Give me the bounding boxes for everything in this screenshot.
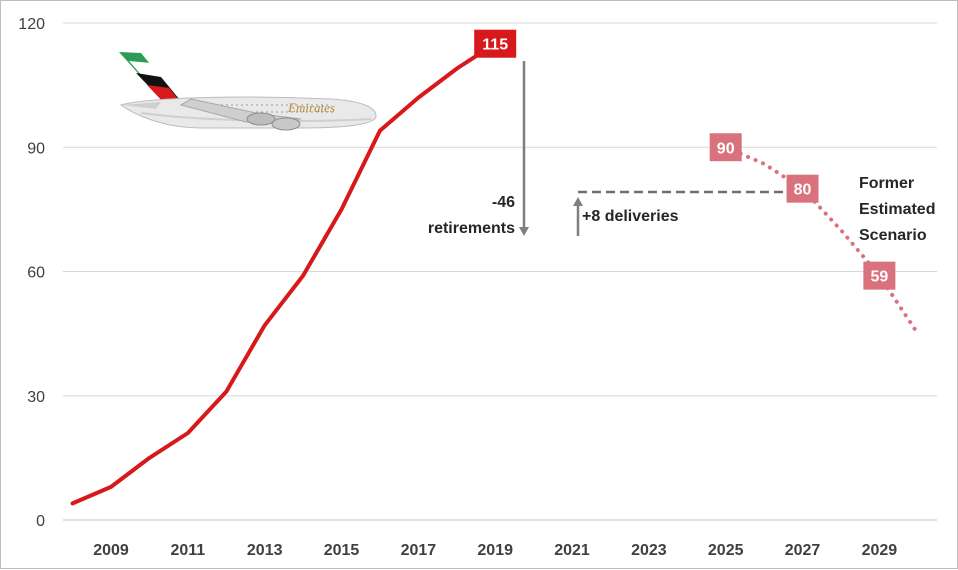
y-tick-label: 120 bbox=[18, 16, 45, 33]
retirements-annotation: -46 retirements bbox=[428, 61, 529, 237]
x-tick-label: 2011 bbox=[170, 542, 205, 559]
x-axis-ticks: 2009 2011 2013 2015 2017 2019 2021 2023 2025 2027… bbox=[93, 542, 897, 559]
former-scenario-line-1: Former bbox=[859, 175, 914, 192]
deliveries-annotation: +8 deliveries bbox=[573, 192, 786, 236]
data-label-layer: 115 90 80 59 bbox=[474, 30, 895, 290]
retirements-label: retirements bbox=[428, 220, 515, 237]
x-tick-label: 2009 bbox=[93, 542, 129, 559]
y-tick-label: 90 bbox=[27, 140, 45, 157]
retirements-value: -46 bbox=[492, 194, 515, 211]
x-tick-label: 2013 bbox=[247, 542, 283, 559]
airplane-engine bbox=[272, 118, 300, 130]
x-tick-label: 2025 bbox=[708, 542, 744, 559]
former-scenario-line-3: Scenario bbox=[859, 227, 927, 244]
x-tick-label: 2027 bbox=[785, 542, 821, 559]
x-tick-label: 2029 bbox=[862, 542, 898, 559]
airplane-icon: Emirates bbox=[119, 52, 376, 130]
x-tick-label: 2023 bbox=[631, 542, 667, 559]
y-tick-label: 30 bbox=[27, 389, 45, 406]
x-tick-label: 2021 bbox=[554, 542, 590, 559]
x-tick-label: 2019 bbox=[477, 542, 513, 559]
former-scenario-line-2: Estimated bbox=[859, 201, 935, 218]
data-label: 115 bbox=[482, 37, 508, 54]
airplane-livery-text: Emirates bbox=[287, 100, 335, 115]
x-tick-label: 2017 bbox=[401, 542, 437, 559]
data-label: 80 bbox=[794, 182, 812, 199]
y-tick-label: 0 bbox=[36, 513, 45, 530]
data-label: 90 bbox=[717, 140, 735, 157]
former-scenario-annotation: Former Estimated Scenario bbox=[859, 175, 935, 244]
deliveries-label: +8 deliveries bbox=[582, 208, 679, 225]
data-label: 59 bbox=[870, 269, 888, 286]
y-tick-label: 60 bbox=[27, 265, 45, 282]
y-axis-ticks: 0 30 60 90 120 bbox=[18, 16, 45, 530]
retirements-arrowhead bbox=[519, 227, 529, 236]
deliveries-arrowhead bbox=[573, 197, 583, 206]
airplane-engine bbox=[247, 113, 275, 125]
x-tick-label: 2015 bbox=[324, 542, 360, 559]
